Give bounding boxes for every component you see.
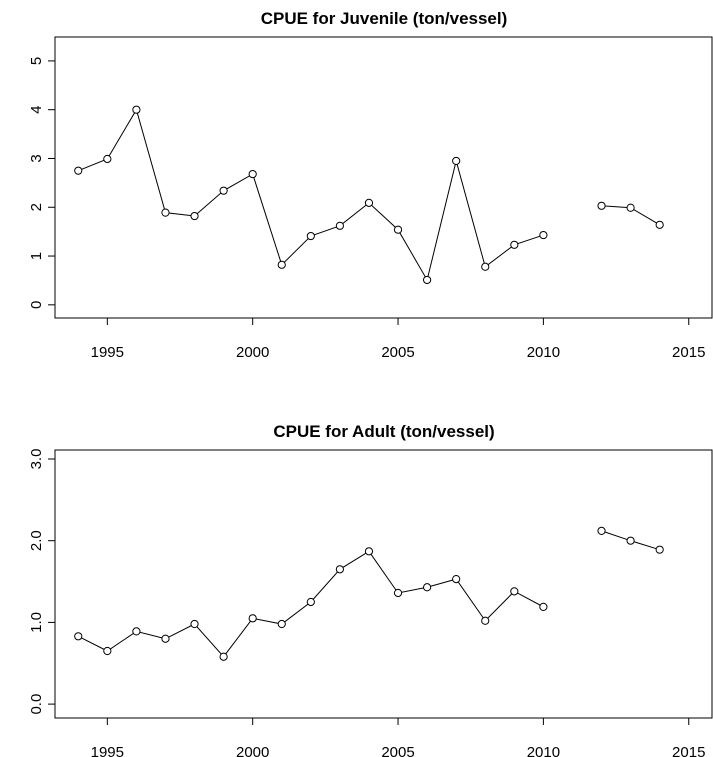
data-point [103, 646, 112, 656]
data-point [655, 545, 664, 554]
data-point [248, 169, 257, 179]
data-point [161, 208, 170, 217]
data-point [161, 634, 170, 643]
data-point [190, 211, 199, 221]
data-point [393, 225, 403, 234]
data-point [423, 583, 432, 592]
data-point [306, 597, 315, 607]
y-tick-label: 0 [28, 301, 45, 309]
data-point [306, 231, 315, 241]
data-point [219, 652, 228, 661]
data-point [74, 632, 83, 641]
y-tick-label: 2.0 [28, 530, 45, 551]
x-tick-label: 2015 [672, 744, 705, 757]
data-point [277, 260, 286, 269]
data-point [364, 198, 374, 207]
data-point [626, 536, 635, 545]
y-tick-label: 3.0 [28, 449, 45, 470]
x-tick-label: 2010 [527, 344, 560, 361]
series-line [78, 108, 660, 282]
data-point [481, 616, 490, 625]
x-tick-label: 2015 [672, 344, 705, 361]
data-point [248, 614, 257, 623]
plot-frame [54, 449, 713, 719]
data-point [219, 186, 228, 195]
data-point [452, 574, 461, 584]
data-point [335, 565, 344, 574]
data-point [655, 220, 664, 229]
data-point [132, 105, 141, 114]
data-point [510, 587, 519, 596]
data-point [393, 588, 403, 598]
x-tick-label: 2000 [236, 744, 269, 757]
data-point [626, 203, 635, 212]
data-point [423, 275, 432, 285]
x-tick-label: 2000 [236, 344, 269, 361]
data-point [190, 619, 199, 629]
data-point [364, 547, 374, 556]
chart-title: CPUE for Adult (ton/vessel) [273, 422, 494, 441]
y-tick-label: 5 [28, 57, 45, 65]
data-point [277, 619, 286, 629]
data-point [539, 602, 548, 611]
data-point [597, 201, 606, 210]
x-tick-label: 1995 [91, 344, 124, 361]
plot-frame [54, 36, 713, 319]
y-tick-label: 4 [28, 106, 45, 114]
x-tick-label: 1995 [91, 744, 124, 757]
y-tick-label: 3 [28, 154, 45, 162]
y-tick-label: 0.0 [28, 694, 45, 715]
data-point [481, 262, 490, 271]
data-point [74, 166, 83, 175]
chart-title: CPUE for Juvenile (ton/vessel) [261, 9, 508, 28]
data-point [597, 526, 606, 535]
data-point [510, 240, 519, 249]
y-tick-label: 2 [28, 203, 45, 211]
data-point [132, 627, 141, 636]
data-point [452, 156, 461, 166]
data-point [539, 230, 548, 240]
x-tick-label: 2005 [381, 344, 414, 361]
data-point [335, 221, 344, 230]
x-tick-label: 2010 [527, 744, 560, 757]
y-tick-label: 1 [28, 252, 45, 260]
y-tick-label: 1.0 [28, 612, 45, 633]
data-point [103, 154, 112, 164]
x-tick-label: 2005 [381, 744, 414, 757]
